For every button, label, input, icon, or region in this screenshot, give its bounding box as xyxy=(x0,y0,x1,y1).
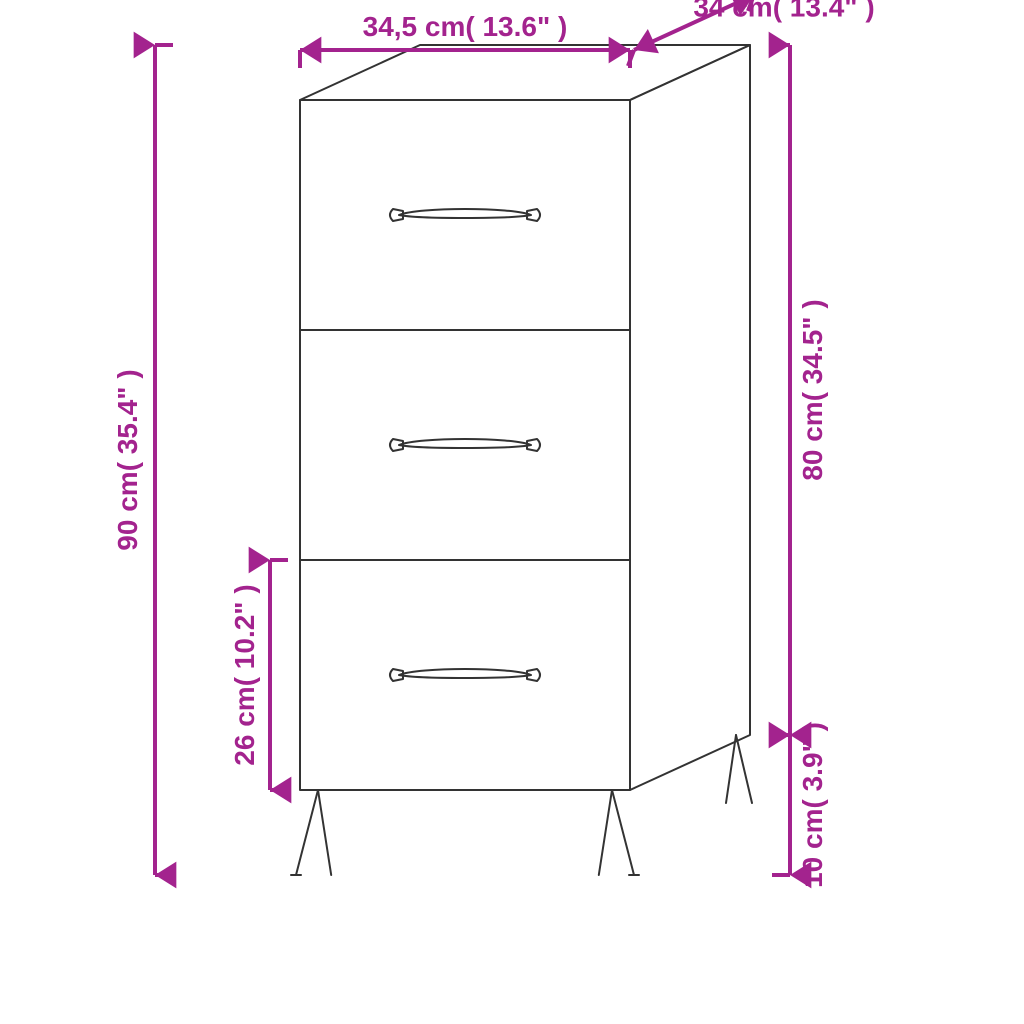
dim-label-width: 34,5 cm( 13.6" ) xyxy=(363,11,568,42)
dim-label-drawer-height: 26 cm( 10.2" ) xyxy=(229,584,260,765)
dim-label-leg-height: 10 cm( 3.9" ) xyxy=(797,722,828,888)
dim-label-depth: 34 cm( 13.4" ) xyxy=(693,0,874,23)
dim-label-total-height: 90 cm( 35.4" ) xyxy=(112,369,143,550)
cabinet-line-drawing xyxy=(291,45,752,875)
dim-label-body-height: 80 cm( 34.5" ) xyxy=(797,299,828,480)
dimension-diagram: :root { --label-color: #a3238e; --produc… xyxy=(0,0,1024,1024)
dimension-annotations: 34,5 cm( 13.6" ) 34 cm( 13.4" ) 90 cm( 35.… xyxy=(112,0,875,888)
